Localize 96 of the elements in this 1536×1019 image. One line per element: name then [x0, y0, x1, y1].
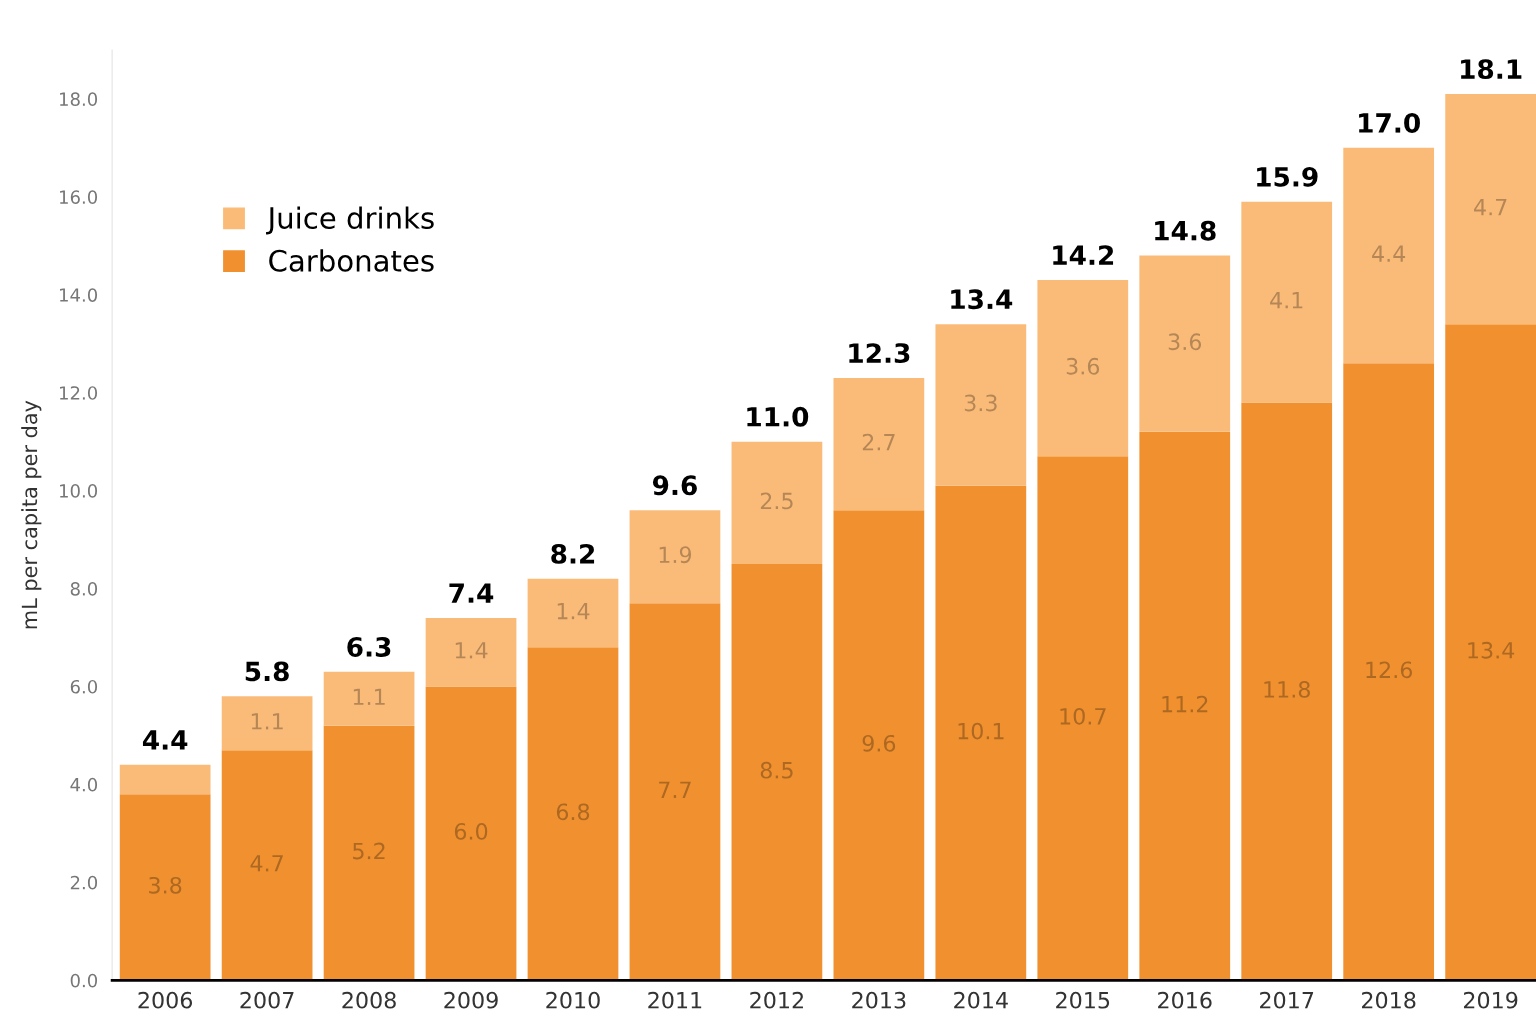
y-tick-label: 10.0: [60, 484, 98, 498]
total-label: 14.2: [1053, 245, 1114, 265]
data-label: 1.4: [455, 642, 488, 659]
bar: [1139, 431, 1231, 981]
bar: [629, 603, 721, 981]
bar: [731, 564, 823, 981]
data-label: 8.5: [760, 761, 793, 779]
bar: [425, 617, 517, 687]
y-tick-label: 6.0: [70, 679, 98, 694]
data-label: 4.7: [1474, 199, 1507, 216]
x-tick-label: 2012: [750, 991, 803, 1009]
data-label: 10.1: [958, 722, 1004, 740]
bar: [1037, 280, 1129, 457]
x-tick-label: 2011: [648, 991, 702, 1009]
y-axis-title: mL per capita per day: [21, 400, 42, 629]
x-tick-label: 2017: [1260, 991, 1314, 1009]
total-label: 7.4: [449, 583, 494, 603]
x-tick-label: 2013: [852, 991, 906, 1009]
data-label: 1.9: [659, 546, 692, 564]
total-label: 12.3: [849, 343, 910, 364]
bar: [1445, 324, 1536, 981]
bar: [731, 441, 823, 565]
total-label: 4.4: [142, 730, 188, 750]
bar: [119, 764, 211, 795]
total-label: 14.8: [1155, 220, 1216, 241]
bar: [935, 485, 1027, 981]
data-label: 4.1: [1270, 292, 1303, 309]
data-label: 4.7: [250, 855, 283, 872]
x-tick-label: 2009: [444, 991, 498, 1009]
y-tick-label: 16.0: [60, 190, 98, 204]
y-tick-label: 2.0: [70, 875, 98, 890]
bar: [323, 671, 415, 726]
data-label: 3.6: [1168, 333, 1202, 351]
bar: [1241, 201, 1333, 403]
x-tick-label: 2007: [240, 991, 294, 1009]
bar: [119, 794, 211, 981]
data-label: 3.8: [149, 876, 182, 894]
data-label: 12.6: [1366, 661, 1413, 679]
data-label: 11.2: [1162, 695, 1208, 713]
data-label: 6.0: [454, 823, 488, 840]
total-label: 18.1: [1461, 59, 1522, 80]
bar: [221, 750, 313, 981]
y-tick-label: 8.0: [70, 582, 98, 596]
y-tick-label: 18.0: [60, 92, 98, 107]
bar: [425, 686, 517, 981]
y-tick-label: 12.0: [60, 386, 98, 400]
x-tick-label: 2010: [546, 991, 600, 1009]
total-label: 9.6: [652, 475, 697, 496]
data-label: 10.7: [1060, 707, 1106, 725]
data-label: 7.7: [659, 781, 691, 798]
bar: [833, 510, 925, 981]
bar: [1139, 255, 1231, 432]
y-tick-label: 4.0: [70, 777, 98, 792]
data-label: 2.5: [760, 492, 793, 510]
x-tick-label: 2008: [342, 991, 396, 1009]
data-label: 3.6: [1066, 357, 1100, 375]
data-label: 11.8: [1264, 681, 1310, 698]
y-tick-label: 14.0: [60, 288, 98, 302]
total-label: 17.0: [1359, 113, 1420, 133]
bar: [221, 696, 313, 751]
data-label: 5.2: [353, 842, 385, 860]
total-label: 11.0: [747, 406, 809, 427]
data-label: 1.4: [557, 602, 590, 620]
x-tick-label: 2015: [1056, 991, 1110, 1009]
bar: [527, 578, 619, 648]
bar: [1343, 363, 1435, 981]
bar: [629, 510, 721, 604]
data-label: 1.1: [353, 688, 385, 705]
x-tick-label: 2014: [954, 991, 1008, 1009]
legend-label: Carbonates: [269, 249, 434, 272]
bar: [1343, 147, 1435, 364]
x-tick-label: 2016: [1158, 991, 1212, 1009]
data-label: 1.1: [251, 713, 283, 730]
bar: [527, 647, 619, 981]
total-label: 15.9: [1257, 166, 1318, 187]
x-tick-label: 2019: [1463, 991, 1518, 1009]
bar: [1037, 456, 1129, 981]
x-tick-label: 2006: [138, 991, 193, 1009]
total-label: 8.2: [551, 543, 595, 564]
x-tick-label: 2018: [1362, 991, 1416, 1009]
data-label: 2.7: [862, 433, 895, 451]
bar: [935, 324, 1027, 486]
data-label: 9.6: [862, 734, 896, 752]
bar: [1241, 402, 1333, 981]
legend-label: Juice drinks: [266, 206, 434, 235]
bar: [833, 378, 925, 511]
data-label: 13.4: [1468, 641, 1515, 659]
data-label: 4.4: [1372, 245, 1406, 262]
total-label: 13.4: [951, 289, 1013, 310]
y-tick-label: 0.0: [70, 973, 98, 988]
total-label: 5.8: [245, 661, 289, 682]
bar: [1445, 94, 1536, 325]
total-label: 6.3: [347, 636, 391, 657]
data-label: 6.8: [556, 803, 590, 821]
bar: [323, 725, 415, 981]
data-label: 3.3: [964, 394, 997, 412]
